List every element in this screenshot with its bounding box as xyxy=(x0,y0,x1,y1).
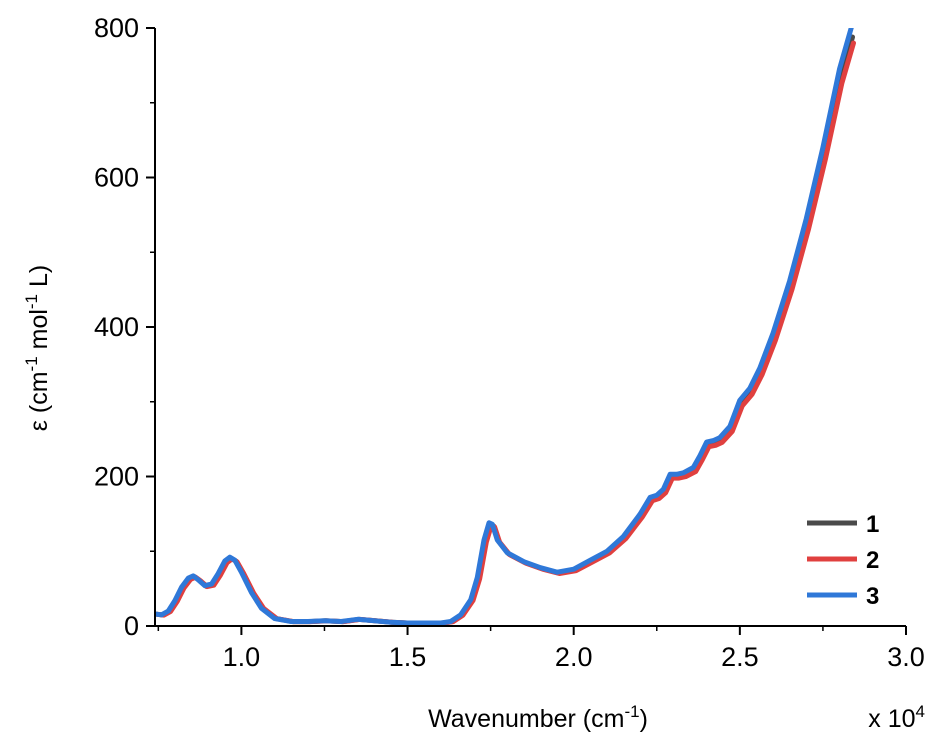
y-axis-title-sup2: -1 xyxy=(22,294,41,309)
y-axis-title-part3: L) xyxy=(25,265,53,294)
legend: 1 2 3 xyxy=(807,511,879,610)
y-tick-label: 600 xyxy=(94,163,139,193)
x-axis-multiplier-exp: 4 xyxy=(916,702,925,721)
y-axis-title-part2: mol xyxy=(25,309,53,356)
y-axis-title-sup1: -1 xyxy=(22,356,41,371)
legend-label-2: 2 xyxy=(866,547,879,574)
x-tick-label: 2.5 xyxy=(721,642,759,672)
plot-area: 0 200 400 600 800 1.0 1.5 2.0 2.5 3.0 xyxy=(94,13,925,672)
legend-label-3: 3 xyxy=(866,583,879,610)
series-line-2 xyxy=(155,40,856,626)
series-line-1 xyxy=(155,34,855,626)
y-axis-title: ε (cm-1 mol-1 L) xyxy=(22,265,53,431)
x-axis-title: Wavenumber (cm-1) xyxy=(428,702,648,733)
x-tick-label: 3.0 xyxy=(887,642,925,672)
y-axis-title-part1: ε (cm xyxy=(25,371,53,431)
y-tick-label: 200 xyxy=(94,462,139,492)
x-axis-multiplier: x 104 xyxy=(868,702,925,733)
tick-layer: 0 200 400 600 800 1.0 1.5 2.0 2.5 3.0 xyxy=(94,13,925,672)
x-tick-label: 1.0 xyxy=(223,642,261,672)
y-tick-label: 800 xyxy=(94,13,139,43)
series-layer xyxy=(155,28,856,626)
legend-label-1: 1 xyxy=(866,511,879,538)
x-axis-title-sup: -1 xyxy=(624,702,639,721)
x-tick-label: 2.0 xyxy=(555,642,593,672)
x-axis-title-base: Wavenumber (cm xyxy=(428,705,624,733)
series-line-3 xyxy=(155,28,854,626)
x-axis-multiplier-base: x 10 xyxy=(868,705,915,733)
x-axis-title-tail: ) xyxy=(640,705,648,733)
y-tick-label: 400 xyxy=(94,312,139,342)
y-tick-label: 0 xyxy=(124,611,139,641)
x-tick-label: 1.5 xyxy=(389,642,427,672)
